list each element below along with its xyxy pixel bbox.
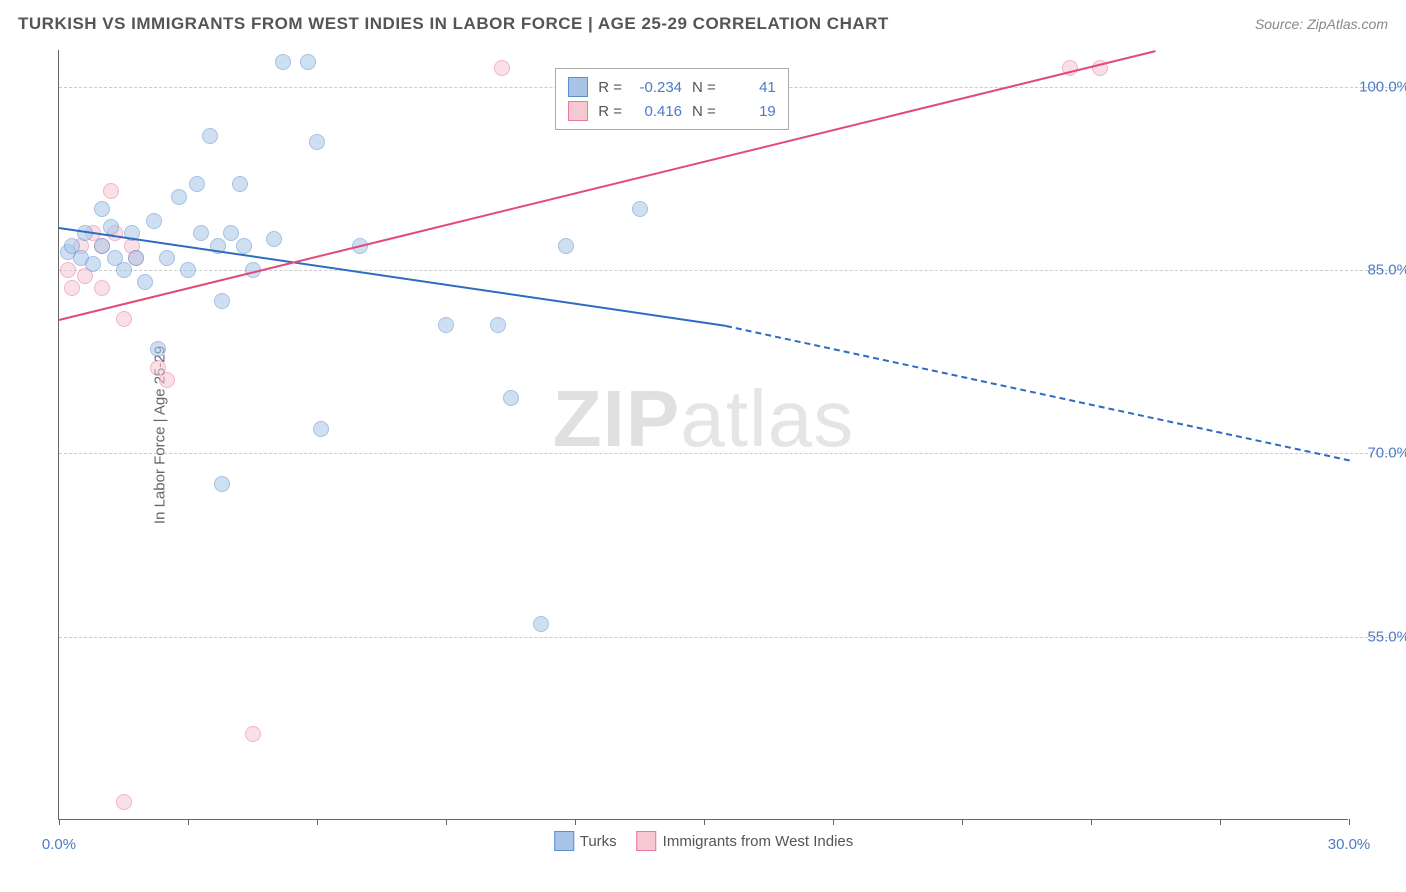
- scatter-point: [137, 274, 153, 290]
- scatter-point: [275, 54, 291, 70]
- legend-swatch: [554, 831, 574, 851]
- y-tick-label: 85.0%: [1367, 262, 1406, 279]
- scatter-point: [533, 616, 549, 632]
- y-tick-label: 100.0%: [1359, 78, 1406, 95]
- scatter-point: [103, 183, 119, 199]
- scatter-point: [189, 176, 205, 192]
- scatter-point: [159, 250, 175, 266]
- scatter-point: [94, 238, 110, 254]
- scatter-point: [632, 201, 648, 217]
- scatter-point: [150, 341, 166, 357]
- scatter-point: [85, 256, 101, 272]
- scatter-point: [490, 317, 506, 333]
- scatter-point: [64, 280, 80, 296]
- x-tick: [1220, 819, 1221, 825]
- scatter-point: [171, 189, 187, 205]
- scatter-point: [202, 128, 218, 144]
- x-tick-label: 30.0%: [1328, 836, 1371, 853]
- scatter-point: [193, 225, 209, 241]
- scatter-point: [236, 238, 252, 254]
- scatter-point: [309, 134, 325, 150]
- y-tick-label: 55.0%: [1367, 628, 1406, 645]
- chart-header: TURKISH VS IMMIGRANTS FROM WEST INDIES I…: [18, 14, 1388, 34]
- y-tick-label: 70.0%: [1367, 445, 1406, 462]
- x-tick: [575, 819, 576, 825]
- scatter-point: [503, 390, 519, 406]
- regression-line: [725, 325, 1349, 461]
- x-tick: [317, 819, 318, 825]
- x-tick: [188, 819, 189, 825]
- scatter-point: [214, 293, 230, 309]
- legend-swatch: [568, 101, 588, 121]
- scatter-point: [438, 317, 454, 333]
- scatter-point: [223, 225, 239, 241]
- series-legend-label: Turks: [580, 833, 617, 850]
- chart-title: TURKISH VS IMMIGRANTS FROM WEST INDIES I…: [18, 14, 889, 34]
- x-tick: [446, 819, 447, 825]
- scatter-point: [60, 262, 76, 278]
- x-tick: [704, 819, 705, 825]
- x-tick-label: 0.0%: [42, 836, 76, 853]
- scatter-point: [116, 262, 132, 278]
- scatter-point: [128, 250, 144, 266]
- x-tick: [833, 819, 834, 825]
- scatter-point: [94, 280, 110, 296]
- scatter-point: [266, 231, 282, 247]
- legend-swatch: [637, 831, 657, 851]
- series-legend-item: Immigrants from West Indies: [637, 831, 854, 851]
- correlation-legend: R =-0.234N =41R =0.416N =19: [555, 68, 789, 130]
- series-legend: Turks Immigrants from West Indies: [554, 831, 854, 851]
- scatter-point: [214, 476, 230, 492]
- scatter-point: [159, 372, 175, 388]
- scatter-point: [245, 726, 261, 742]
- watermark: ZIPatlas: [553, 373, 854, 465]
- plot-area: In Labor Force | Age 25-29 ZIPatlas 55.0…: [58, 50, 1348, 820]
- gridline: [59, 453, 1398, 454]
- x-tick: [1091, 819, 1092, 825]
- scatter-point: [558, 238, 574, 254]
- series-legend-item: Turks: [554, 831, 617, 851]
- x-tick: [1349, 819, 1350, 825]
- correlation-legend-row: R =-0.234N =41: [568, 75, 776, 99]
- scatter-point: [116, 794, 132, 810]
- source-attribution: Source: ZipAtlas.com: [1255, 16, 1388, 32]
- series-legend-label: Immigrants from West Indies: [663, 833, 854, 850]
- gridline: [59, 637, 1398, 638]
- scatter-point: [180, 262, 196, 278]
- scatter-point: [146, 213, 162, 229]
- scatter-point: [94, 201, 110, 217]
- x-tick: [59, 819, 60, 825]
- x-tick: [962, 819, 963, 825]
- correlation-legend-row: R =0.416N =19: [568, 99, 776, 123]
- scatter-point: [232, 176, 248, 192]
- scatter-point: [300, 54, 316, 70]
- regression-line: [59, 227, 726, 327]
- legend-swatch: [568, 77, 588, 97]
- scatter-point: [494, 60, 510, 76]
- scatter-point: [313, 421, 329, 437]
- scatter-point: [116, 311, 132, 327]
